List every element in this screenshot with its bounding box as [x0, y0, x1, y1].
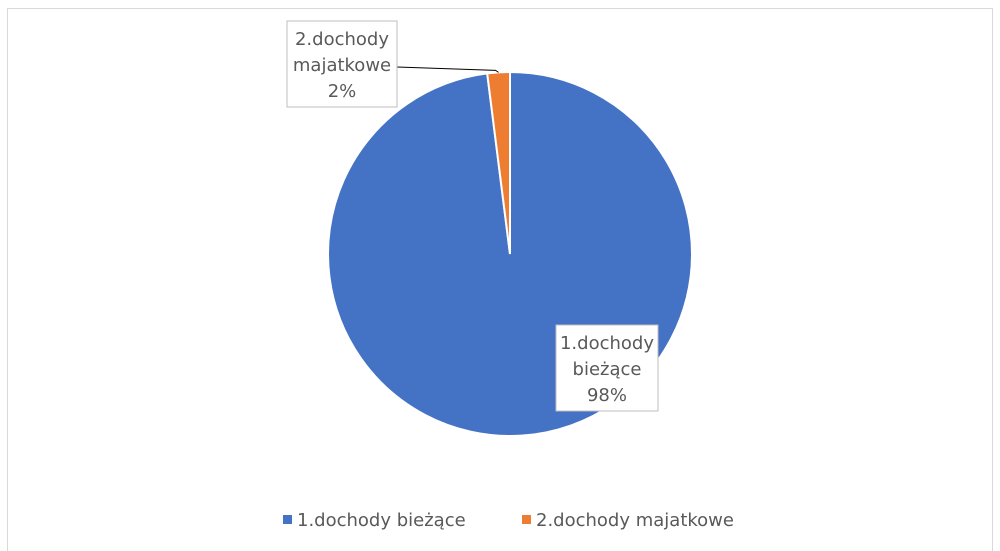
data-label-line: 98% — [587, 385, 627, 406]
legend-entry-2: 2.dochody majatkowe — [522, 510, 734, 531]
data-labels: 1.dochody bieżące 98% 2.dochody majatkowe 2% — [286, 20, 659, 412]
data-label-line: 2.dochody — [295, 29, 389, 50]
data-label-box — [286, 20, 398, 108]
data-label-2: 2.dochody majatkowe 2% — [286, 20, 398, 108]
legend-swatch — [522, 515, 531, 524]
leader-line — [396, 66, 499, 73]
data-label-line: bieżące — [573, 359, 642, 380]
legend-swatch — [283, 515, 292, 524]
data-label-line: 1.dochody — [560, 333, 654, 354]
leader-lines — [396, 66, 499, 73]
legend-entry-1: 1.dochody bieżące — [283, 510, 466, 531]
legend-label: 2.dochody majatkowe — [536, 510, 734, 531]
data-label-line: majatkowe — [293, 55, 391, 76]
legend-label: 1.dochody bieżące — [297, 510, 466, 531]
data-label-1: 1.dochody bieżące 98% — [555, 324, 659, 412]
data-label-line: 2% — [328, 81, 357, 102]
data-label-box — [555, 324, 659, 412]
legend: 1.dochody bieżące 2.dochody majatkowe — [283, 510, 734, 531]
